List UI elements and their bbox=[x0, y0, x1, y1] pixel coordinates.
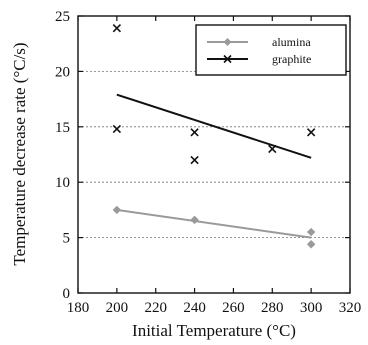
legend-box bbox=[195, 24, 347, 76]
y-tick-label-10: 10 bbox=[55, 175, 70, 191]
point-alumina-1 bbox=[190, 215, 199, 225]
y-tick-label-0: 0 bbox=[63, 286, 71, 302]
ticks: 0 5 10 15 20 25 180 200 220 240 260 280 300 320 bbox=[55, 9, 361, 316]
point-graphite-2 bbox=[190, 128, 199, 137]
trend-line-alumina bbox=[116, 208, 312, 239]
legend-label-graphite: graphite bbox=[272, 52, 311, 66]
trend-line-graphite bbox=[116, 93, 312, 159]
trend-lines bbox=[116, 93, 312, 239]
legend: alumina graphite bbox=[195, 24, 347, 76]
legend-marker-graphite bbox=[223, 54, 232, 64]
legend-marker-alumina bbox=[223, 38, 232, 46]
y-tick-label-5: 5 bbox=[63, 231, 71, 247]
x-tick-label-180: 180 bbox=[67, 300, 90, 316]
point-alumina-2 bbox=[306, 227, 316, 237]
point-alumina-0 bbox=[112, 205, 122, 215]
x-tick-label-280: 280 bbox=[261, 300, 284, 316]
y-tick-label-25: 25 bbox=[55, 9, 70, 25]
x-axis-label: Initial Temperature (°C) bbox=[132, 321, 296, 340]
plot-frame bbox=[77, 15, 351, 294]
x-tick-label-300: 300 bbox=[300, 300, 323, 316]
point-alumina-3 bbox=[306, 240, 316, 249]
point-graphite-3 bbox=[190, 155, 199, 165]
point-graphite-4 bbox=[268, 144, 277, 154]
point-graphite-1 bbox=[112, 124, 122, 134]
x-tick-label-260: 260 bbox=[222, 300, 245, 316]
legend-label-alumina: alumina bbox=[272, 35, 311, 49]
x-tick-label-200: 200 bbox=[106, 300, 129, 316]
data-points bbox=[112, 24, 316, 249]
x-tick-label-320: 320 bbox=[339, 300, 362, 316]
point-graphite-0 bbox=[112, 24, 122, 33]
point-graphite-5 bbox=[306, 128, 316, 137]
y-tick-label-15: 15 bbox=[55, 120, 70, 136]
x-tick-label-240: 240 bbox=[183, 300, 206, 316]
x-tick-label-220: 220 bbox=[144, 300, 167, 316]
y-tick-label-20: 20 bbox=[55, 64, 70, 80]
y-axis-label: Temperature decrease rate (°C/s) bbox=[10, 42, 29, 265]
